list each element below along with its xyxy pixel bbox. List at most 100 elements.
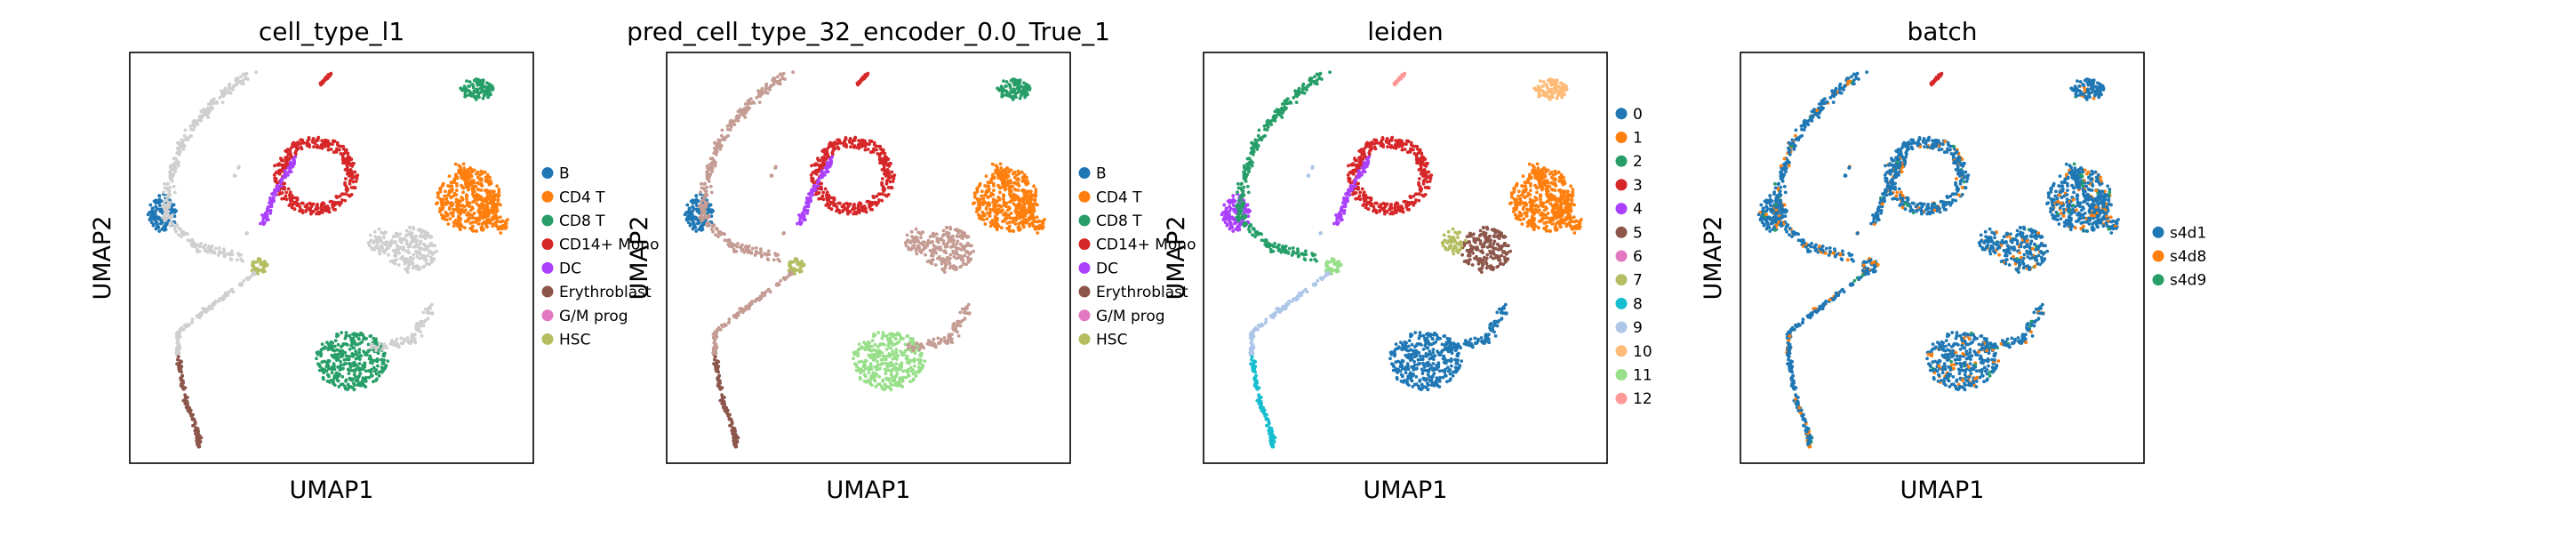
- scatter-point: [391, 235, 396, 239]
- scatter-point: [704, 201, 708, 205]
- scatter-point: [348, 181, 352, 186]
- scatter-point: [454, 181, 459, 186]
- scatter-point: [403, 237, 407, 241]
- scatter-point: [261, 260, 266, 264]
- scatter-point: [828, 144, 832, 148]
- scatter-point: [460, 197, 465, 202]
- legend-label: G/M prog: [559, 308, 628, 325]
- scatter-point: [411, 266, 415, 270]
- scatter-point: [1006, 183, 1011, 188]
- scatter-point: [426, 231, 429, 236]
- scatter-point: [791, 70, 795, 75]
- scatter-point: [999, 166, 1004, 171]
- scatter-point: [787, 273, 791, 277]
- scatter-point: [449, 184, 453, 188]
- scatter-point: [756, 89, 760, 93]
- scatter-point: [872, 147, 876, 151]
- scatter-point: [331, 205, 335, 209]
- scatter-point: [491, 224, 495, 228]
- scatter-point: [944, 225, 948, 229]
- scatter-point: [910, 337, 914, 341]
- scatter-point: [870, 339, 875, 342]
- scatter-point: [422, 320, 426, 325]
- scatter-point: [854, 365, 859, 368]
- scatter-point: [1012, 187, 1017, 191]
- scatter-point: [1020, 179, 1025, 183]
- scatter-point: [376, 364, 380, 368]
- scatter-point: [896, 354, 900, 358]
- scatter-point: [196, 442, 200, 446]
- scatter-point: [805, 211, 810, 215]
- scatter-point: [899, 335, 903, 340]
- scatter-point: [1007, 170, 1012, 174]
- scatter-point: [783, 277, 788, 281]
- scatter-point: [222, 295, 227, 299]
- scatter-point: [1004, 180, 1008, 185]
- scatter-point: [743, 102, 748, 106]
- scatter-point: [325, 140, 330, 144]
- scatter-point: [167, 201, 172, 205]
- scatter-point: [991, 193, 996, 196]
- scatter-point: [851, 139, 855, 143]
- scatter-point: [476, 175, 480, 180]
- scatter-point: [711, 224, 715, 228]
- scatter-point: [930, 261, 934, 266]
- scatter-point: [877, 374, 882, 379]
- scatter-point: [1005, 208, 1010, 212]
- scatter-point: [1008, 84, 1012, 88]
- scatter-point: [203, 247, 207, 251]
- scatter-point: [378, 341, 382, 345]
- scatter-point: [715, 368, 719, 372]
- scatter-point: [191, 120, 196, 124]
- scatter-point: [334, 195, 339, 199]
- scatter-point: [464, 87, 468, 92]
- scatter-point: [468, 227, 473, 230]
- scatter-point: [685, 203, 690, 207]
- scatter-point: [698, 215, 701, 220]
- scatter-point: [1032, 209, 1036, 213]
- scatter-point: [868, 205, 872, 209]
- scatter-point: [242, 278, 246, 283]
- scatter-point: [172, 184, 176, 188]
- scatter-point: [763, 293, 766, 297]
- scatter-point: [338, 148, 341, 152]
- scatter-point: [475, 81, 479, 84]
- scatter-point: [190, 417, 195, 421]
- scatter-point: [315, 204, 319, 208]
- scatter-point: [239, 75, 243, 79]
- scatter-point: [890, 383, 893, 387]
- scatter-point: [991, 197, 996, 202]
- scatter-point: [710, 170, 715, 173]
- scatter-point: [340, 198, 344, 202]
- scatter-point: [168, 185, 172, 189]
- scatter-point: [418, 234, 422, 238]
- scatter-point: [732, 247, 736, 252]
- scatter-point: [347, 160, 351, 164]
- scatter-point: [720, 128, 724, 132]
- scatter-point: [1008, 228, 1012, 233]
- scatter-point: [201, 108, 205, 112]
- scatter-point: [881, 188, 885, 192]
- scatter-point: [722, 399, 725, 404]
- scatter-point: [284, 148, 289, 153]
- scatter-point: [444, 218, 449, 222]
- scatter-point: [154, 212, 157, 217]
- scatter-point: [881, 354, 885, 358]
- scatter-point: [793, 272, 796, 276]
- scatter-point: [438, 188, 443, 192]
- scatter-point: [878, 342, 883, 346]
- scatter-point: [478, 213, 483, 218]
- scatter-point: [456, 214, 460, 219]
- scatter-point: [1012, 180, 1017, 185]
- scatter-point: [423, 236, 428, 240]
- scatter-point: [960, 307, 964, 311]
- scatter-point: [227, 91, 231, 95]
- scatter-point: [340, 155, 345, 159]
- scatter-point: [928, 248, 932, 252]
- scatter-point: [491, 204, 495, 209]
- scatter-point: [174, 224, 178, 228]
- scatter-point: [344, 362, 348, 365]
- scatter-point: [940, 234, 945, 237]
- scatter-point: [492, 189, 496, 194]
- scatter-point: [461, 190, 465, 195]
